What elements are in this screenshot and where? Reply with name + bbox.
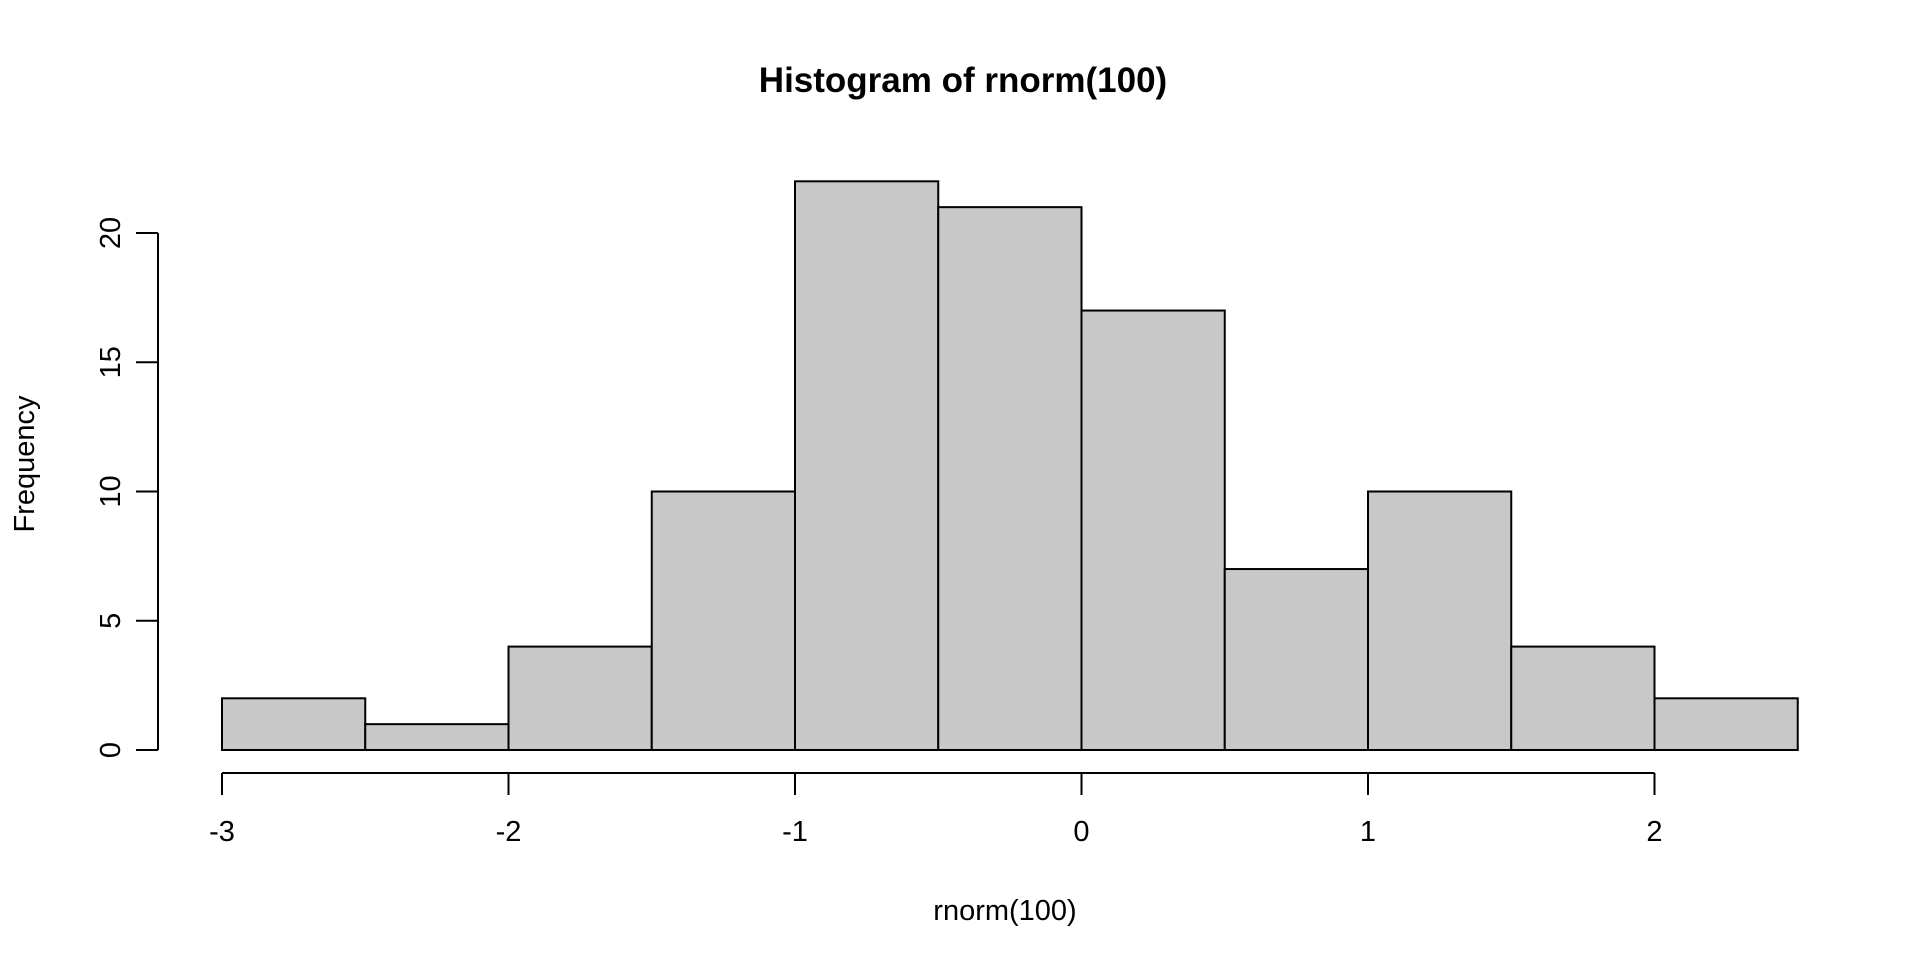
x-tick-label-0: -3	[209, 816, 235, 848]
y-axis-label: Frequency	[9, 395, 41, 533]
histogram-bar-4	[794, 180, 940, 752]
histogram-bar-1	[364, 723, 510, 752]
y-tick-label-2: 10	[95, 475, 127, 507]
histogram-bar-8	[1367, 490, 1513, 751]
x-axis-label: rnorm(100)	[933, 895, 1076, 927]
y-tick-label-0: 0	[95, 742, 127, 758]
histogram-bar-6	[1080, 309, 1226, 751]
chart-title: Histogram of rnorm(100)	[759, 61, 1167, 100]
x-tick-label-5: 2	[1646, 816, 1662, 848]
histogram-bar-9	[1510, 645, 1656, 751]
y-tick-label-1: 5	[95, 613, 127, 629]
y-axis: 0 5 10 15 20	[95, 217, 159, 758]
y-tick-label-3: 15	[95, 346, 127, 378]
y-tick-label-4: 20	[95, 217, 127, 249]
x-tick-label-3: 0	[1073, 816, 1089, 848]
histogram-bar-2	[507, 645, 653, 751]
histogram-bars	[221, 180, 1799, 752]
x-tick-label-1: -2	[496, 816, 522, 848]
histogram-bar-7	[1223, 568, 1369, 751]
x-axis: -3 -2 -1 0 1 2	[209, 772, 1663, 848]
x-tick-label-4: 1	[1360, 816, 1376, 848]
histogram-bar-5	[937, 206, 1083, 751]
histogram-bar-10	[1653, 697, 1799, 751]
histogram-bar-0	[221, 697, 367, 751]
histogram-bar-3	[650, 490, 796, 751]
x-tick-label-2: -1	[782, 816, 808, 848]
